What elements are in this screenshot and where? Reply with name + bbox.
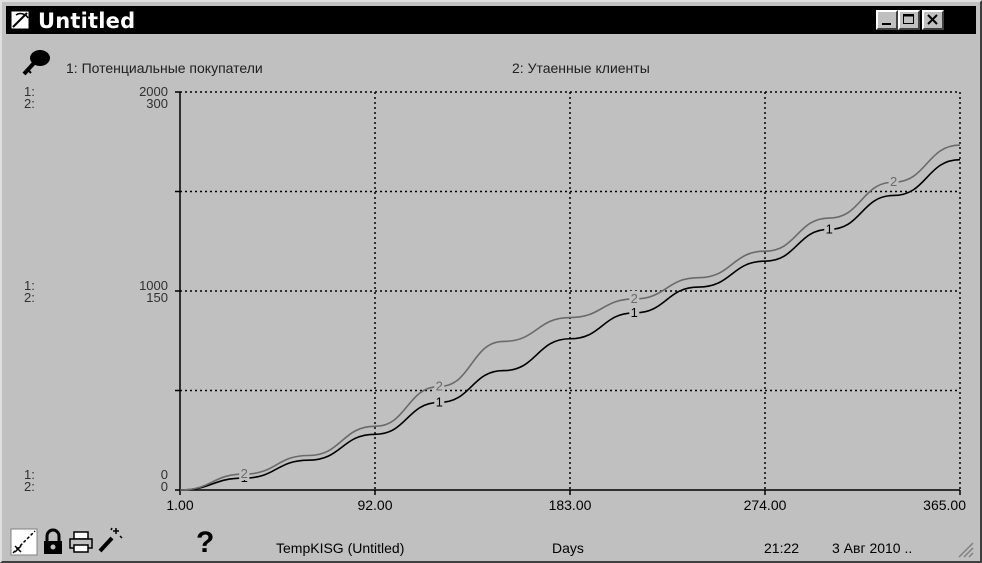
close-button[interactable] xyxy=(922,10,944,30)
axis-prefix-top-2: 2: xyxy=(24,96,35,111)
chart-area: 1: 2: 2000 300 1: 2: 1000 150 1: 2: 0 0 … xyxy=(2,82,982,522)
series-2-marker-bg xyxy=(629,290,640,305)
series-2-marker: 2 xyxy=(436,379,443,394)
window-title: Untitled xyxy=(38,9,136,33)
axis-value-mid-1: 1000 xyxy=(139,278,168,293)
axis-value-bot-1: 0 xyxy=(161,467,168,482)
series-1-marker: 1 xyxy=(631,305,638,320)
series-2-marker-bg xyxy=(434,378,445,393)
date-display: 3 Авг 2010 .. xyxy=(832,540,913,556)
minimize-icon xyxy=(882,23,891,25)
series-1-line xyxy=(179,158,961,491)
axis-prefix-top-1: 1: xyxy=(24,84,35,99)
maximize-button[interactable] xyxy=(898,10,920,30)
clock-time: 21:22 xyxy=(764,540,800,556)
series-2-marker: 2 xyxy=(631,291,638,306)
axis-value-top-2: 300 xyxy=(146,96,168,111)
status-bar: ? TempKISG (Untitled) Days 21:22 3 Авг 2… xyxy=(6,522,976,560)
series-2-line xyxy=(179,144,961,491)
axis-prefix-mid-1: 1: xyxy=(24,278,35,293)
series-2-marker-bg xyxy=(888,174,899,189)
x-tick-label: 365.00 xyxy=(923,497,966,513)
time-unit: Days xyxy=(552,540,584,556)
axis-value-bot-2: 0 xyxy=(161,479,168,494)
lock-icon[interactable] xyxy=(42,528,64,556)
axis-toggle-icon[interactable] xyxy=(10,528,38,556)
app-icon xyxy=(10,10,30,30)
series-2-marker-bg xyxy=(239,466,250,481)
series-1-marker-bg xyxy=(629,304,640,319)
series-1-marker-bg xyxy=(824,221,835,236)
model-name: TempKISG (Untitled) xyxy=(276,540,405,556)
axis-prefix-mid-2: 2: xyxy=(24,290,35,305)
axis-prefix-bot-2: 2: xyxy=(24,479,35,494)
resize-grip-icon[interactable] xyxy=(956,540,974,558)
x-tick-label: 183.00 xyxy=(549,497,592,513)
print-icon[interactable] xyxy=(68,530,94,554)
title-bar[interactable]: Untitled xyxy=(6,6,976,34)
series-1-marker: 1 xyxy=(826,221,833,236)
series-2-marker: 2 xyxy=(890,174,897,189)
x-tick-label: 92.00 xyxy=(357,497,392,513)
x-tick-label: 1.00 xyxy=(166,497,193,513)
axis-prefix-bot-1: 1: xyxy=(24,467,35,482)
legend-series-2: 2: Утаенные клиенты xyxy=(512,60,650,76)
key-icon[interactable] xyxy=(20,48,54,78)
x-tick-label: 274.00 xyxy=(744,497,787,513)
help-icon[interactable]: ? xyxy=(196,526,215,559)
series-1-marker: 1 xyxy=(436,394,443,409)
axis-value-top-1: 2000 xyxy=(139,84,168,99)
minimize-button[interactable] xyxy=(876,10,898,30)
wand-icon[interactable] xyxy=(96,526,124,554)
maximize-icon xyxy=(903,14,914,24)
line-chart: 1: 2: 2000 300 1: 2: 1000 150 1: 2: 0 0 … xyxy=(24,84,966,513)
axis-value-mid-2: 150 xyxy=(146,290,168,305)
series-2-marker: 2 xyxy=(241,466,248,481)
series-1-marker-bg xyxy=(434,394,445,409)
legend-bar: 1: Потенциальные покупатели 2: Утаенные … xyxy=(6,36,976,84)
legend-series-1: 1: Потенциальные покупатели xyxy=(66,60,263,76)
close-icon xyxy=(927,14,938,25)
